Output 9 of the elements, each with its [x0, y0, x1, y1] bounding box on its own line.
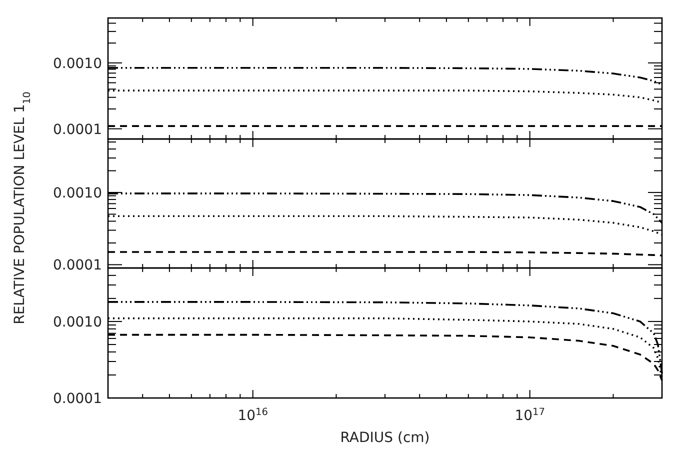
x-axis-title: RADIUS (cm) — [340, 430, 430, 446]
y-tick-label: 0.0001 — [53, 122, 102, 138]
y-tick-label: 0.0010 — [53, 56, 102, 72]
x-tick-label: 10$^{17}$ — [514, 406, 545, 424]
y-tick-label: 0.0010 — [53, 185, 102, 202]
y-tick-label: 0.0001 — [53, 258, 102, 274]
y-tick-label: 0.0010 — [53, 314, 102, 330]
x-tick-label: 10$^{16}$ — [238, 406, 268, 424]
y-tick-label: 0.0001 — [53, 391, 102, 407]
